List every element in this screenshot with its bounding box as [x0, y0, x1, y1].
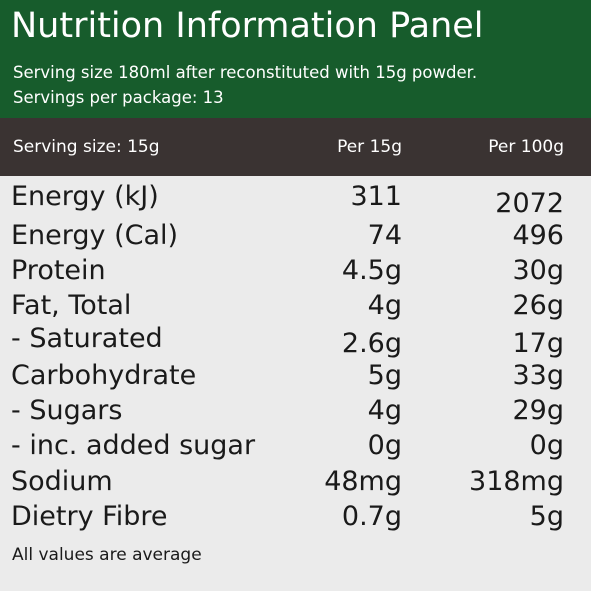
- nutrient-per-100g: 26g: [512, 290, 565, 321]
- nutrient-row-protein: Protein 4.5g 30g: [0, 253, 591, 289]
- nutrient-per-100g: 17g: [512, 328, 565, 359]
- nutrient-row-sugars: - Sugars 4g 29g: [0, 393, 591, 429]
- nutrient-row-fat-total: Fat, Total 4g 26g: [0, 288, 591, 324]
- nutrient-name: Dietry Fibre: [11, 501, 168, 532]
- averages-footnote: All values are average: [12, 545, 202, 565]
- nutrient-per-100g: 29g: [512, 395, 565, 426]
- panel-title: Nutrition Information Panel: [11, 6, 484, 46]
- column-header-per-100g: Per 100g: [488, 137, 564, 157]
- nutrient-per-100g: 0g: [529, 430, 564, 461]
- nutrient-name: Protein: [11, 255, 106, 286]
- nutrient-per-serving: 2.6g: [341, 328, 402, 359]
- column-header-serving-size: Serving size: 15g: [13, 137, 160, 157]
- nutrient-row-carbohydrate: Carbohydrate 5g 33g: [0, 358, 591, 394]
- nutrient-per-serving: 4g: [367, 395, 402, 426]
- nutrient-per-100g: 318mg: [469, 466, 564, 497]
- nutrient-row-energy-cal: Energy (Cal) 74 496: [0, 218, 591, 254]
- nutrient-name: Carbohydrate: [11, 360, 197, 391]
- nutrient-row-added-sugar: - inc. added sugar 0g 0g: [0, 428, 591, 464]
- nutrient-name: Energy (kJ): [11, 181, 159, 212]
- column-header-per-serving: Per 15g: [337, 137, 402, 157]
- column-header-row: Serving size: 15g Per 15g Per 100g: [0, 118, 591, 176]
- nutrient-per-100g: 33g: [512, 360, 565, 391]
- nutrient-per-serving: 48mg: [324, 466, 402, 497]
- nutrient-per-100g: 30g: [512, 255, 565, 286]
- nutrient-per-serving: 0g: [367, 430, 402, 461]
- nutrient-name: Energy (Cal): [11, 220, 179, 251]
- nutrient-per-serving: 311: [350, 181, 402, 212]
- nutrient-per-serving: 74: [367, 220, 402, 251]
- nutrient-row-energy-kj: Energy (kJ) 311 2072: [0, 179, 591, 219]
- nutrient-per-serving: 0.7g: [341, 501, 402, 532]
- nutrient-name: - Sugars: [11, 395, 123, 426]
- nutrient-row-sodium: Sodium 48mg 318mg: [0, 464, 591, 500]
- nutrient-row-dietary-fibre: Dietry Fibre 0.7g 5g: [0, 499, 591, 535]
- nutrient-row-saturated: - Saturated 2.6g 17g: [0, 321, 591, 359]
- nutrient-per-100g: 496: [512, 220, 564, 251]
- serving-size-note: Serving size 180ml after reconstituted w…: [13, 63, 478, 82]
- panel-header: Nutrition Information Panel Serving size…: [0, 0, 591, 118]
- nutrient-per-100g: 5g: [529, 501, 564, 532]
- nutrient-per-serving: 4g: [367, 290, 402, 321]
- nutrient-name: - Saturated: [11, 323, 163, 354]
- nutrient-per-serving: 5g: [367, 360, 402, 391]
- nutrient-per-100g: 2072: [495, 188, 564, 219]
- nutrient-per-serving: 4.5g: [341, 255, 402, 286]
- nutrient-name: Fat, Total: [11, 290, 132, 321]
- nutrient-name: - inc. added sugar: [11, 430, 256, 461]
- servings-per-package: Servings per package: 13: [13, 88, 224, 107]
- nutrient-name: Sodium: [11, 466, 113, 497]
